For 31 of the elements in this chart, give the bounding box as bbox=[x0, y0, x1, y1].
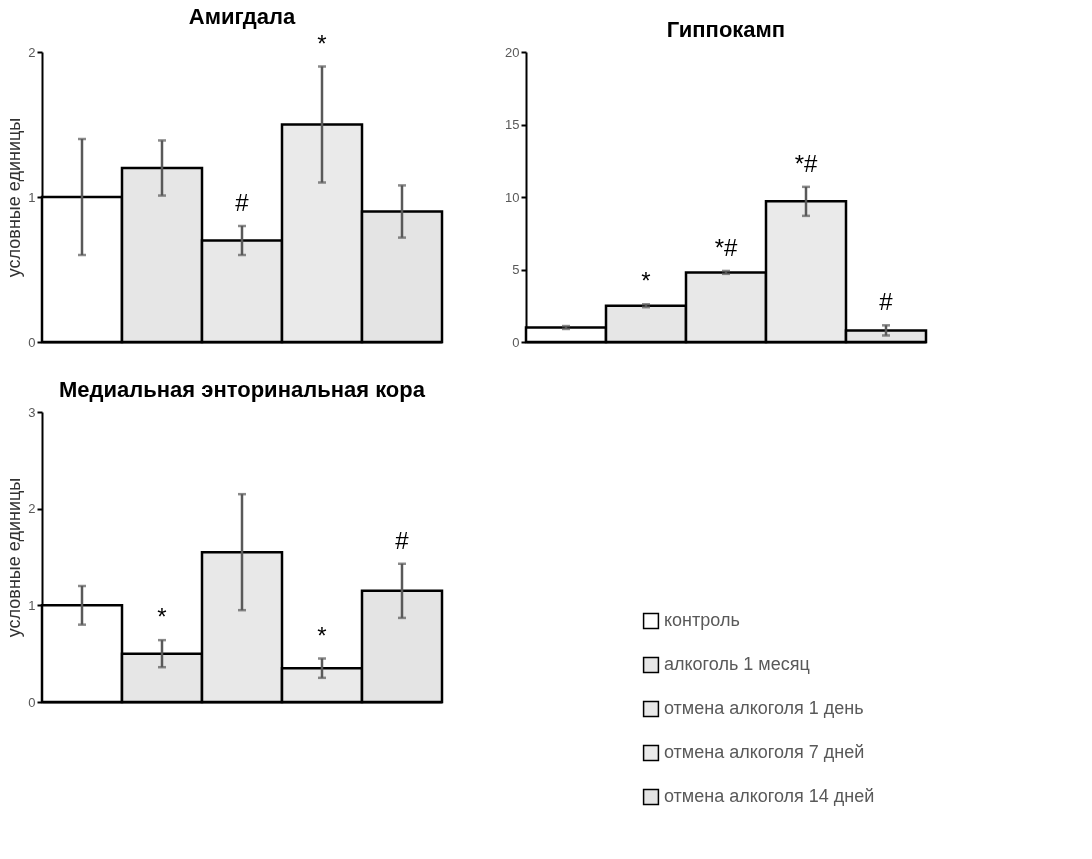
data-label: * bbox=[317, 29, 327, 57]
chart-title: Медиальная энторинальная кора bbox=[59, 377, 426, 402]
data-label: * bbox=[157, 603, 167, 631]
chart-title: Амигдала bbox=[188, 3, 296, 29]
legend-label: контроль bbox=[664, 610, 740, 630]
y-tick-label: 0 bbox=[28, 334, 36, 350]
data-label: * bbox=[317, 621, 327, 649]
y-tick-label: 1 bbox=[28, 597, 36, 613]
legend-label: алкоголь 1 месяц bbox=[664, 654, 810, 674]
data-label: * bbox=[641, 267, 651, 295]
y-tick-label: 2 bbox=[28, 501, 36, 517]
y-tick-label: 0 bbox=[28, 694, 36, 710]
data-label: *# bbox=[714, 233, 738, 261]
chart-title: Гиппокамп bbox=[666, 17, 786, 42]
y-tick-label: 5 bbox=[512, 262, 520, 277]
legend-label: отмена алкоголя 14 дней bbox=[664, 786, 875, 806]
legend-label: отмена алкоголя 7 дней bbox=[664, 742, 865, 762]
y-tick-label: 0 bbox=[512, 334, 520, 350]
y-tick-label: 15 bbox=[505, 117, 520, 132]
y-tick-label: 1 bbox=[28, 189, 36, 205]
y-tick-label: 20 bbox=[505, 44, 520, 60]
y-axis-title: условные единицы bbox=[4, 477, 25, 638]
y-axis-title: условные единицы bbox=[4, 117, 25, 278]
y-tick-label: 2 bbox=[28, 44, 36, 60]
legend-label: отмена алкоголя 1 день bbox=[664, 698, 864, 718]
data-label: *# bbox=[794, 149, 818, 177]
data-label: # bbox=[395, 526, 410, 554]
y-tick-label: 3 bbox=[28, 404, 36, 420]
y-tick-label: 10 bbox=[505, 189, 520, 205]
data-label: # bbox=[879, 288, 894, 316]
data-label: # bbox=[235, 189, 250, 216]
